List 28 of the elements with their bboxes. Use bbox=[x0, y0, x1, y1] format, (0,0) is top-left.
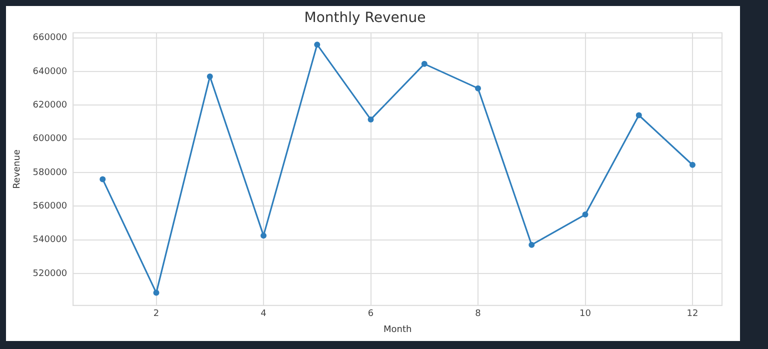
point bbox=[260, 232, 267, 239]
y-tick-label: 540000 bbox=[32, 235, 68, 246]
point bbox=[475, 85, 482, 92]
y-tick-label: 660000 bbox=[32, 33, 68, 44]
y-tick-label: 640000 bbox=[32, 66, 68, 77]
point bbox=[582, 212, 588, 218]
point bbox=[100, 176, 106, 182]
point bbox=[153, 290, 160, 296]
x-tick-label: 12 bbox=[686, 309, 698, 320]
x-tick-label: 8 bbox=[475, 309, 482, 320]
y-axis-title: Revenue bbox=[12, 149, 23, 189]
x-tick-label: 4 bbox=[260, 309, 267, 320]
chart-title: Monthly Revenue bbox=[304, 10, 426, 26]
point bbox=[636, 112, 642, 118]
point bbox=[421, 60, 428, 67]
point bbox=[528, 242, 535, 248]
x-tick-label: 2 bbox=[153, 309, 160, 320]
x-tick-label: 10 bbox=[580, 309, 592, 320]
x-axis-title: Month bbox=[383, 324, 412, 335]
x-tick-label: 6 bbox=[368, 309, 374, 320]
y-tick-label: 560000 bbox=[32, 201, 68, 212]
y-tick-label: 620000 bbox=[32, 100, 68, 110]
point bbox=[368, 116, 374, 122]
point bbox=[690, 162, 696, 168]
y-tick-label: 600000 bbox=[32, 134, 68, 144]
y-tick-label: 580000 bbox=[32, 168, 68, 178]
point bbox=[314, 42, 320, 48]
y-tick-label: 520000 bbox=[32, 268, 68, 279]
